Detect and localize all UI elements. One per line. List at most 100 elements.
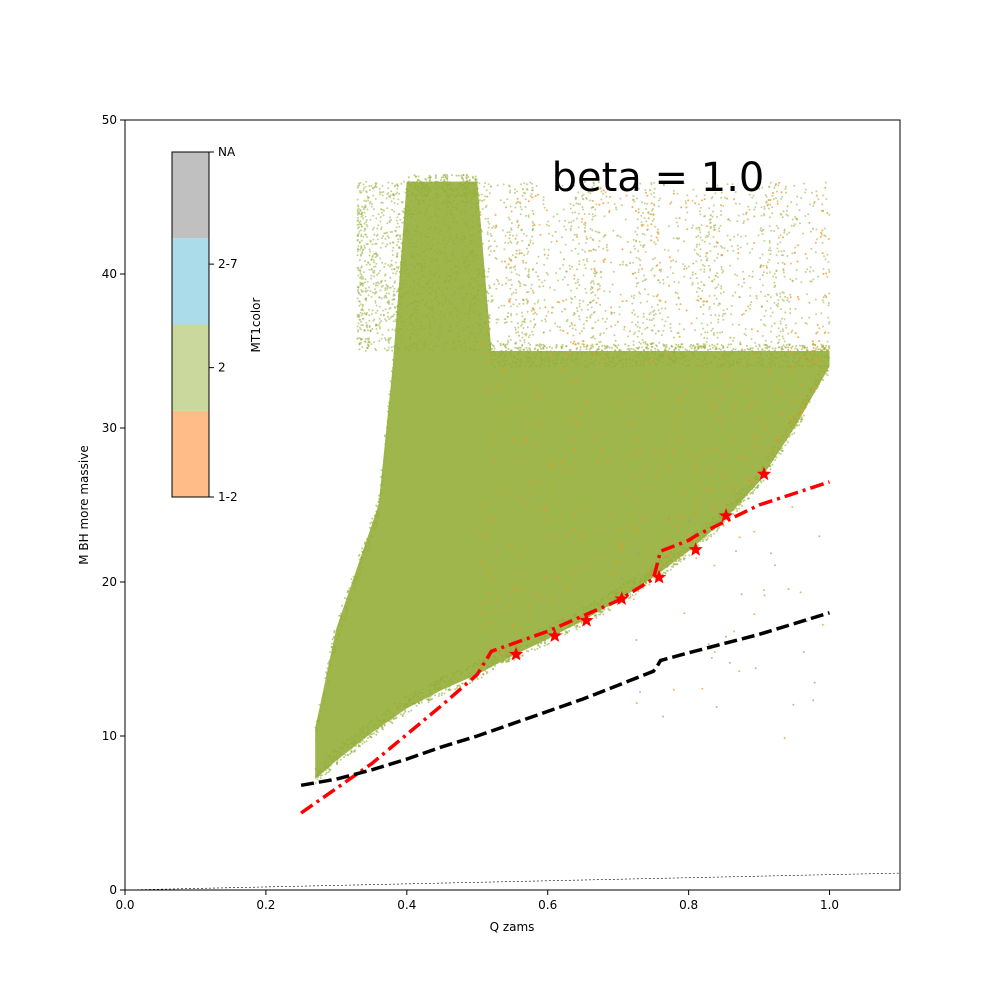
scatter-point bbox=[379, 327, 382, 330]
scatter-point bbox=[601, 610, 604, 612]
scatter-point bbox=[675, 303, 678, 306]
scatter-point bbox=[466, 200, 469, 203]
scatter-point bbox=[510, 314, 513, 317]
scatter-point bbox=[605, 195, 608, 198]
scatter-point bbox=[643, 349, 646, 351]
scatter-point bbox=[452, 243, 455, 246]
scatter-point bbox=[329, 758, 332, 761]
scatter-point bbox=[809, 397, 812, 400]
scatter-point bbox=[316, 763, 319, 766]
scatter-point bbox=[370, 268, 373, 271]
scatter-point bbox=[459, 181, 462, 184]
scatter-point bbox=[412, 187, 415, 190]
scatter-point bbox=[330, 655, 333, 658]
scatter-point bbox=[440, 242, 443, 245]
scatter-point bbox=[385, 197, 388, 200]
scatter-point bbox=[635, 256, 638, 259]
scatter-point bbox=[826, 374, 829, 377]
scatter-point bbox=[670, 560, 673, 563]
scatter-point bbox=[584, 287, 587, 290]
scatter-point bbox=[718, 519, 721, 522]
scatter-point bbox=[358, 259, 361, 262]
scatter-point bbox=[381, 261, 384, 264]
scatter-point bbox=[518, 649, 521, 652]
scatter-point bbox=[784, 185, 787, 188]
scatter-point bbox=[443, 220, 446, 223]
scatter-point bbox=[636, 584, 639, 587]
scatter-point bbox=[775, 292, 778, 295]
scatter-point bbox=[403, 705, 406, 708]
scatter-point bbox=[368, 337, 370, 340]
scatter-point bbox=[454, 291, 457, 294]
scatter-point bbox=[350, 578, 353, 581]
scatter-point bbox=[450, 680, 453, 683]
scatter-point bbox=[362, 277, 365, 280]
scatter-point bbox=[437, 303, 440, 306]
scatter-point bbox=[679, 558, 682, 561]
scatter-point bbox=[678, 308, 681, 311]
scatter-point bbox=[485, 189, 488, 192]
scatter-point bbox=[518, 349, 521, 352]
scatter-point bbox=[429, 286, 432, 289]
scatter-point bbox=[423, 249, 426, 252]
scatter-point bbox=[710, 197, 713, 200]
scatter-point bbox=[728, 351, 731, 354]
scatter-point bbox=[332, 756, 335, 758]
scatter-point bbox=[803, 182, 805, 185]
scatter-point bbox=[515, 358, 518, 361]
scatter-point bbox=[673, 556, 676, 559]
scatter-point bbox=[443, 251, 446, 254]
scatter-point bbox=[520, 183, 523, 186]
scatter-point bbox=[591, 343, 594, 346]
scatter-point bbox=[606, 355, 609, 358]
scatter-point bbox=[577, 278, 580, 281]
scatter-point bbox=[361, 284, 364, 287]
scatter-point bbox=[390, 346, 393, 349]
scatter-point bbox=[342, 741, 345, 744]
scatter-point bbox=[631, 358, 634, 361]
scatter-point bbox=[514, 256, 517, 259]
scatter-point bbox=[691, 224, 694, 227]
scatter-point bbox=[731, 183, 734, 186]
scatter-point bbox=[647, 576, 650, 579]
scatter-point bbox=[608, 597, 611, 600]
scatter-point bbox=[538, 278, 541, 281]
scatter-point bbox=[364, 287, 367, 290]
scatter-point bbox=[367, 737, 369, 739]
scatter-point bbox=[768, 258, 771, 261]
scatter-point bbox=[663, 556, 666, 559]
scatter-point bbox=[787, 441, 790, 444]
scatter-point bbox=[794, 307, 797, 310]
scatter-point bbox=[739, 492, 742, 495]
scatter-point bbox=[548, 346, 551, 348]
scatter-point bbox=[399, 303, 402, 306]
scatter-point bbox=[724, 364, 727, 367]
scatter-point bbox=[331, 648, 334, 651]
scatter-point bbox=[386, 235, 389, 238]
scatter-point bbox=[362, 309, 365, 312]
scatter-point bbox=[738, 354, 741, 357]
scatter-point bbox=[428, 178, 431, 181]
scatter-point bbox=[500, 661, 503, 664]
scatter-point bbox=[452, 206, 454, 208]
scatter-point bbox=[487, 334, 490, 336]
scatter-point bbox=[818, 383, 821, 386]
scatter-point bbox=[669, 558, 672, 560]
scatter-point bbox=[573, 311, 576, 314]
scatter-point bbox=[594, 321, 597, 324]
scatter-point bbox=[688, 359, 691, 362]
scatter-point bbox=[565, 298, 568, 301]
scatter-point bbox=[469, 672, 472, 675]
scatter-point bbox=[590, 306, 593, 309]
scatter-point bbox=[487, 270, 490, 273]
scatter-point bbox=[704, 215, 707, 217]
scatter-point bbox=[330, 642, 333, 645]
scatter-point bbox=[375, 328, 378, 330]
scatter-point bbox=[545, 223, 548, 226]
scatter-point bbox=[709, 524, 711, 527]
scatter-point bbox=[503, 304, 506, 307]
scatter-point bbox=[777, 236, 780, 239]
scatter-point bbox=[652, 310, 655, 313]
scatter-point bbox=[391, 328, 394, 331]
scatter-point bbox=[473, 310, 476, 313]
